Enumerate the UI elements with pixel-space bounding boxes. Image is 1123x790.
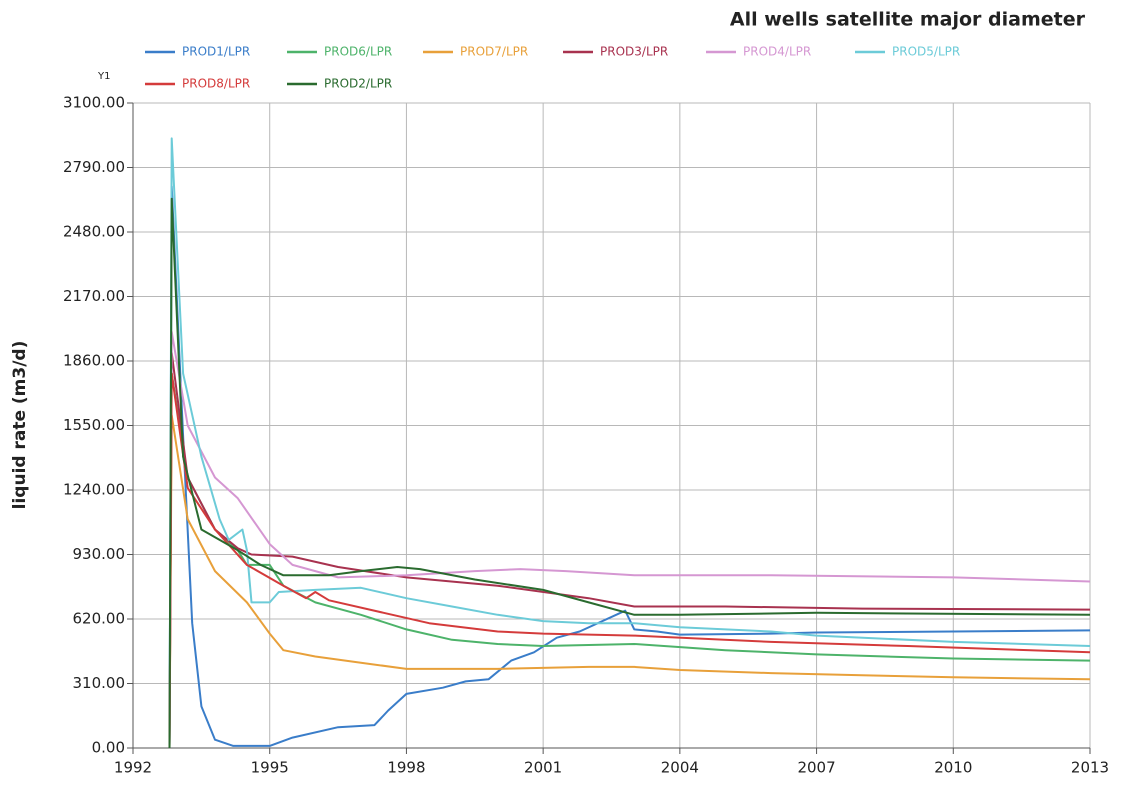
series-line [168,372,1091,749]
y-tick-label: 0.00 [92,739,125,757]
legend-label: PROD8/LPR [182,77,250,91]
chart-title: All wells satellite major diameter [730,9,1086,31]
series-line [168,197,1091,749]
x-tick-label: 2007 [797,759,835,777]
x-tick-label: 2010 [934,759,972,777]
axis-tag: Y1 [97,71,110,82]
legend-label: PROD4/LPR [743,45,811,59]
y-tick-label: 2170.00 [63,287,125,305]
y-tick-label: 930.00 [73,545,126,563]
y-tick-label: 1860.00 [63,352,125,370]
legend-label: PROD6/LPR [324,45,392,59]
y-tick-label: 2480.00 [63,223,125,241]
y-tick-label: 2790.00 [63,158,125,176]
series-line [168,351,1091,749]
y-tick-label: 620.00 [73,610,126,628]
legend-label: PROD7/LPR [460,45,528,59]
legend-label: PROD2/LPR [324,77,392,91]
x-tick-label: 2001 [524,759,562,777]
x-tick-label: 1992 [114,759,152,777]
x-tick-label: 2013 [1071,759,1109,777]
legend-label: PROD5/LPR [892,45,960,59]
series-line [168,330,1091,749]
legend-label: PROD1/LPR [182,45,250,59]
y-tick-label: 3100.00 [63,94,125,112]
y-tick-label: 1240.00 [63,481,125,499]
x-tick-label: 2004 [661,759,699,777]
series-line [168,137,1091,749]
y-tick-label: 310.00 [73,674,126,692]
y-axis-label: liquid rate (m3/d) [10,341,30,510]
legend-label: PROD3/LPR [600,45,668,59]
x-tick-label: 1998 [387,759,425,777]
x-tick-label: 1995 [251,759,289,777]
series-line [168,185,1091,749]
y-tick-label: 1550.00 [63,416,125,434]
series-line [168,414,1091,749]
